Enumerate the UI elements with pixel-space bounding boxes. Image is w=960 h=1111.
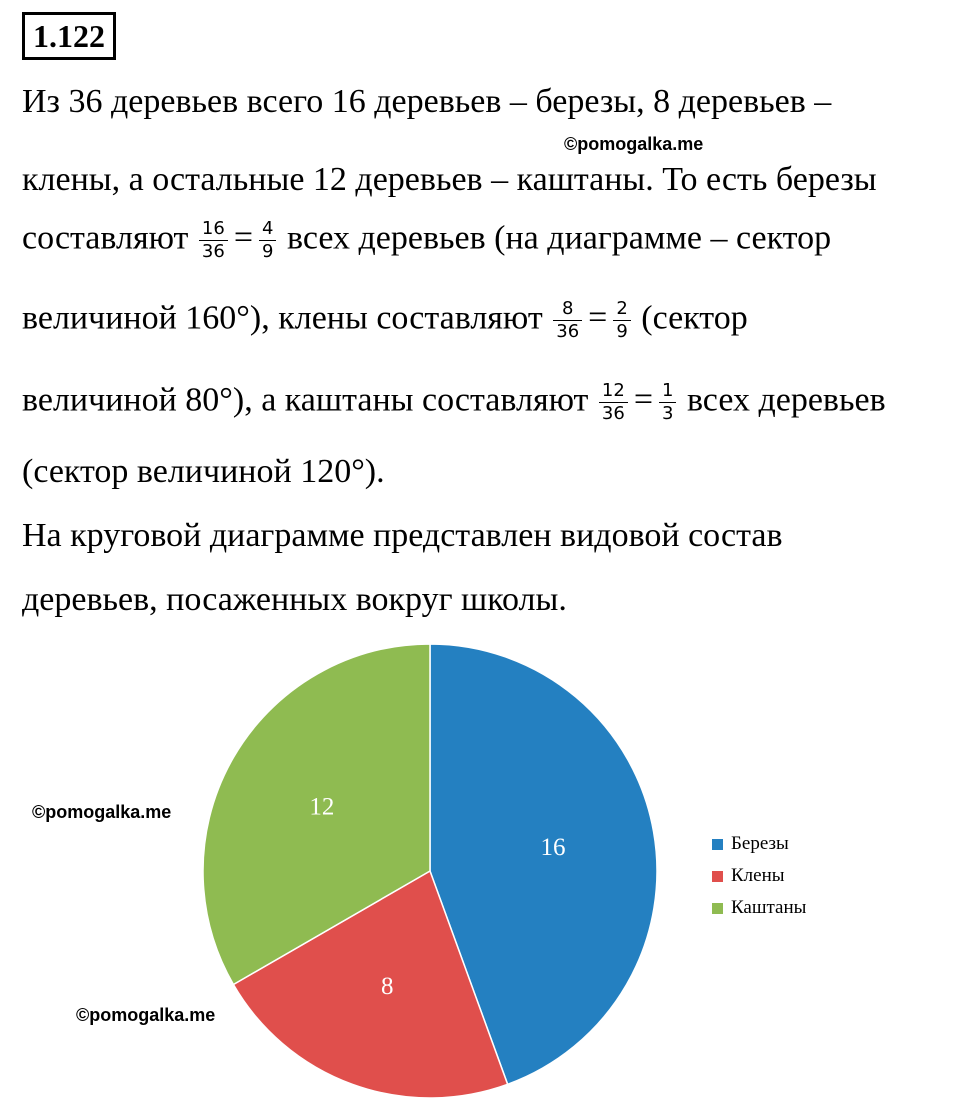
denominator: 36 — [601, 403, 625, 424]
watermark: ©pomogalka.me — [76, 1005, 216, 1025]
denominator: 9 — [616, 321, 628, 342]
legend-label: Березы — [731, 833, 789, 854]
text-line-8: деревьев, посаженных вокруг школы. — [22, 581, 567, 618]
text-line-4: величиной 160°), клены составляют 8 36 = 2 9… — [22, 298, 748, 343]
pie-slice-3 — [202, 643, 431, 986]
legend-item: Клены — [712, 860, 806, 892]
text-segment: всех деревьев — [686, 381, 886, 419]
chart-legend: Березы Клены Каштаны — [712, 828, 806, 924]
numerator: 4 — [259, 218, 277, 241]
numerator: 1 — [659, 380, 677, 403]
watermark: ©pomogalka.me — [32, 802, 172, 822]
text-segment: всех деревьев (на диаграмме – сектор — [286, 219, 832, 257]
numerator: 2 — [613, 298, 631, 321]
text-line-7: На круговой диаграмме представлен видово… — [22, 517, 783, 554]
problem-number: 1.122 — [22, 12, 116, 60]
equals-sign: = — [588, 299, 608, 337]
pie-data-label: 12 — [309, 793, 334, 820]
legend-label: Клены — [731, 865, 785, 886]
equals-sign: = — [233, 219, 254, 257]
text-line-5: величиной 80°), а каштаны составляют 12 3… — [22, 380, 886, 425]
denominator: 36 — [201, 241, 225, 262]
fraction: 12 36 — [598, 380, 628, 425]
numerator: 12 — [598, 380, 628, 403]
pie-slice-2 — [232, 869, 509, 1099]
legend-swatch — [712, 902, 723, 914]
pie-slice-1 — [429, 643, 658, 1086]
text-line-6: (сектор величиной 120°). — [22, 453, 385, 490]
text-line-1: Из 36 деревьев всего 16 деревьев – берез… — [22, 83, 832, 120]
text-line-2: клены, а остальные 12 деревьев – каштаны… — [22, 161, 877, 198]
legend-item: Березы — [712, 828, 806, 860]
text-segment: (сектор — [641, 299, 748, 337]
legend-item: Каштаны — [712, 892, 806, 924]
legend-label: Каштаны — [731, 897, 807, 918]
text-segment: величиной 160°), клены составляют — [22, 299, 543, 337]
text-line-3: составляют 16 36 = 4 9 всех деревьев (на диа… — [22, 218, 831, 263]
numerator: 16 — [198, 218, 228, 241]
legend-swatch — [712, 870, 723, 882]
fraction: 16 36 — [198, 218, 228, 263]
numerator: 8 — [553, 298, 583, 321]
watermark: ©pomogalka.me — [564, 134, 704, 154]
fraction: 8 36 — [553, 298, 583, 343]
legend-swatch — [712, 838, 723, 850]
denominator: 3 — [662, 403, 674, 424]
pie-data-label: 16 — [540, 834, 565, 861]
denominator: 9 — [262, 241, 274, 262]
equals-sign: = — [633, 381, 653, 419]
text-segment: величиной 80°), а каштаны составляют — [22, 381, 589, 419]
denominator: 36 — [556, 321, 580, 342]
text-segment: составляют — [22, 219, 189, 257]
pie-data-label: 8 — [381, 973, 394, 1000]
